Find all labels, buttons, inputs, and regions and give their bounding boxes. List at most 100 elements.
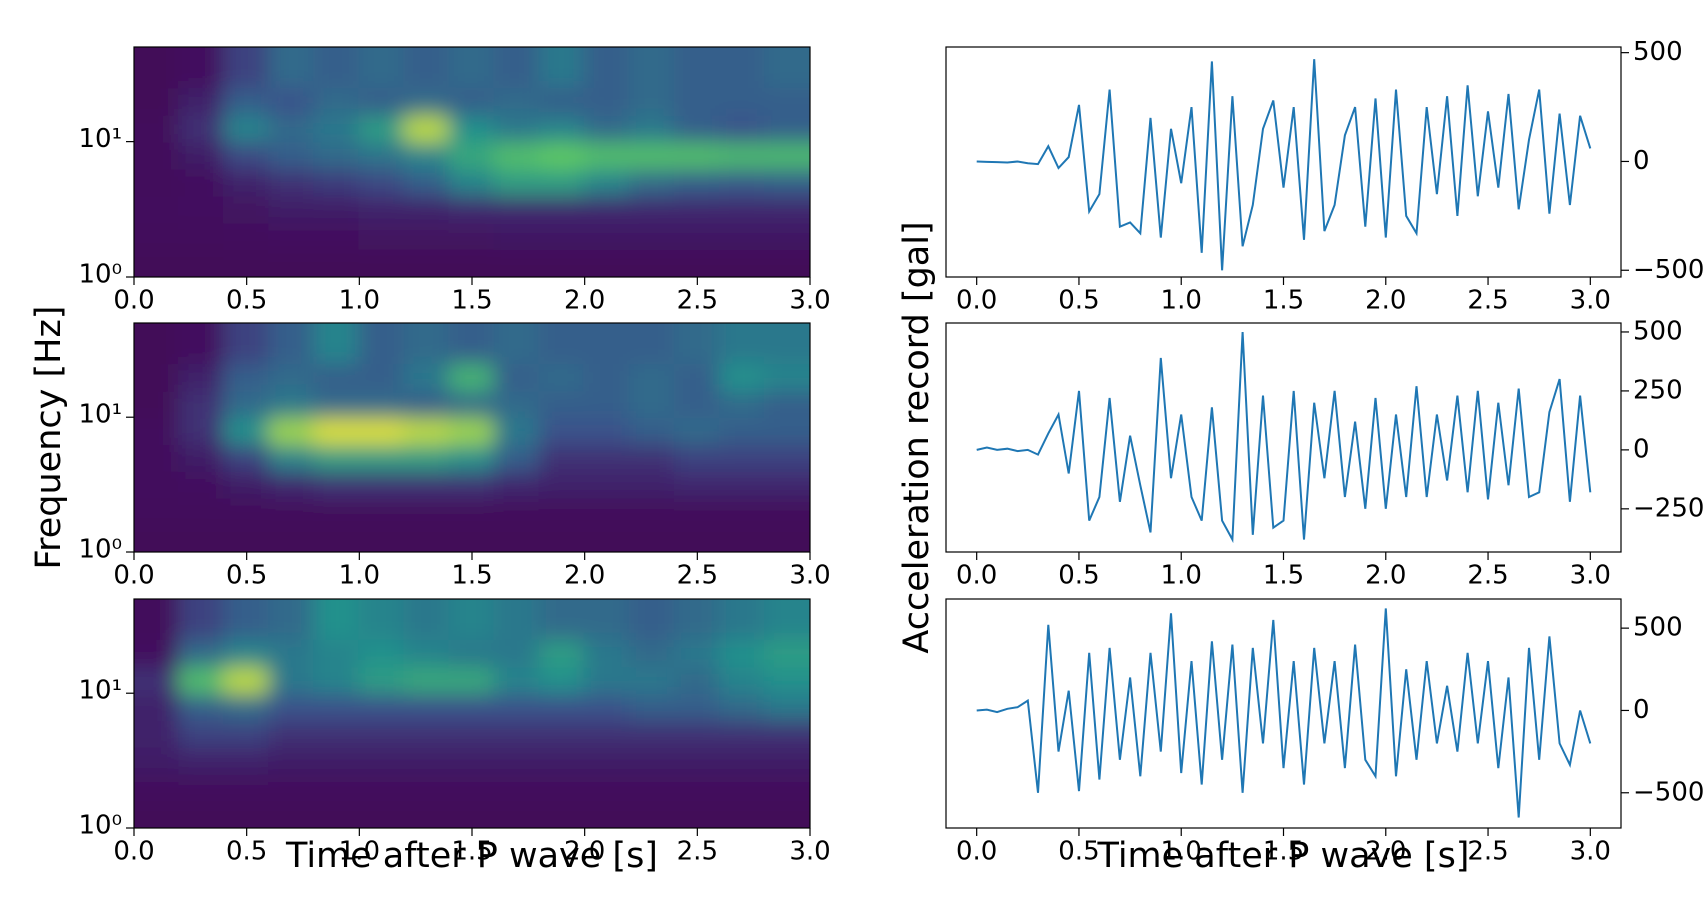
heatmap-cell [178, 194, 226, 224]
heatmap-cell [403, 799, 451, 828]
heatmap-cell [223, 247, 271, 277]
heatmap-cell [763, 496, 810, 526]
heatmap-cell [223, 637, 271, 668]
heatmap-cell [134, 637, 181, 668]
heatmap-cell [673, 496, 721, 526]
heatmap-cell [358, 416, 406, 446]
heatmap-cell [493, 86, 541, 116]
heatmap-cell [538, 523, 586, 552]
heatmap-cell [673, 47, 721, 89]
heatmap-cell [673, 167, 721, 197]
heatmap-cell [358, 523, 406, 552]
heatmap-cell [493, 599, 541, 640]
heatmap-cell [763, 772, 810, 802]
heatmap-cell [223, 416, 271, 446]
heatmap-cell [134, 772, 181, 802]
heatmap-cell [313, 799, 361, 828]
heatmap-cell [583, 523, 631, 552]
heatmap-cell [223, 745, 271, 775]
heatmap-cell [583, 167, 631, 197]
heatmap-cell [763, 665, 810, 695]
heatmap-cell [178, 599, 226, 640]
heatmap-cell [718, 323, 766, 364]
heatmap-cell [268, 221, 316, 250]
heatmap-cell [673, 194, 721, 224]
heatmap-cell [763, 47, 810, 89]
heatmap-cell [583, 416, 631, 446]
x-tick-label: 1.5 [1263, 561, 1304, 591]
heatmap-cell [448, 167, 496, 197]
heatmap-cell [268, 113, 316, 143]
y-tick-label: 0 [1633, 695, 1650, 725]
heatmap-cell [223, 221, 271, 250]
x-tick-label: 1.5 [1263, 837, 1304, 867]
heatmap-cell [403, 361, 451, 392]
heatmap-cell [583, 799, 631, 828]
heatmap-cell [583, 86, 631, 116]
heatmap-cell [448, 799, 496, 828]
heatmap-cell [223, 719, 271, 748]
heatmap-cell [178, 523, 226, 552]
heatmap-cell [763, 745, 810, 775]
heatmap-cell [134, 221, 181, 250]
heatmap-cell [583, 443, 631, 472]
x-tick-label: 2.0 [564, 837, 605, 867]
heatmap-cell [673, 140, 721, 170]
heatmap-cell [358, 599, 406, 640]
heatmap-cell [403, 86, 451, 116]
heatmap-cell [268, 469, 316, 499]
heatmap-cell [223, 140, 271, 170]
heatmap-cell [493, 745, 541, 775]
heatmap-cell [538, 599, 586, 640]
x-axis-label: Time after P wave [s] [285, 836, 658, 876]
heatmap-cell [403, 599, 451, 640]
heatmap-cell [493, 113, 541, 143]
heatmap-cell [313, 599, 361, 640]
heatmap-cell [538, 719, 586, 748]
heatmap-cell [583, 637, 631, 668]
heatmap-cell [134, 140, 181, 170]
heatmap-cell [313, 772, 361, 802]
heatmap-cell [718, 523, 766, 552]
heatmap-cell [628, 469, 676, 499]
heatmap-cell [493, 167, 541, 197]
heatmap-cell [628, 496, 676, 526]
heatmap-cell [673, 599, 721, 640]
heatmap-cell [313, 523, 361, 552]
heatmap-cell [493, 361, 541, 392]
heatmap-cell [628, 443, 676, 472]
heatmap-cell [403, 389, 451, 419]
heatmap-cell [358, 799, 406, 828]
heatmap-cell [358, 323, 406, 364]
heatmap-cell [358, 665, 406, 695]
y-tick-label: 10¹ [78, 676, 122, 706]
heatmap-cell [718, 113, 766, 143]
y-tick-label: −250 [1633, 493, 1704, 523]
heatmap-cell [358, 361, 406, 392]
heatmap-cell [403, 47, 451, 89]
heatmap-cell [718, 86, 766, 116]
heatmap-cell [538, 469, 586, 499]
heatmap-cell [178, 221, 226, 250]
heatmap-cell [268, 389, 316, 419]
heatmap-cell [134, 389, 181, 419]
heatmap-cell [628, 247, 676, 277]
x-tick-label: 2.5 [677, 286, 718, 316]
heatmap-cell [538, 361, 586, 392]
heatmap-cell [493, 194, 541, 224]
x-tick-label: 0.5 [226, 837, 267, 867]
heatmap-cell [268, 323, 316, 364]
x-tick-label: 2.0 [564, 561, 605, 591]
y-tick-label: 10⁰ [78, 535, 122, 565]
heatmap-cell [628, 637, 676, 668]
heatmap-cell [448, 719, 496, 748]
heatmap-cell [718, 496, 766, 526]
heatmap-cell [313, 140, 361, 170]
heatmap-cell [628, 523, 676, 552]
heatmap-cell [628, 599, 676, 640]
heatmap-cell [718, 416, 766, 446]
heatmap-cell [493, 247, 541, 277]
heatmap-cell [718, 599, 766, 640]
heatmap-cell [493, 140, 541, 170]
heatmap-cell [313, 443, 361, 472]
